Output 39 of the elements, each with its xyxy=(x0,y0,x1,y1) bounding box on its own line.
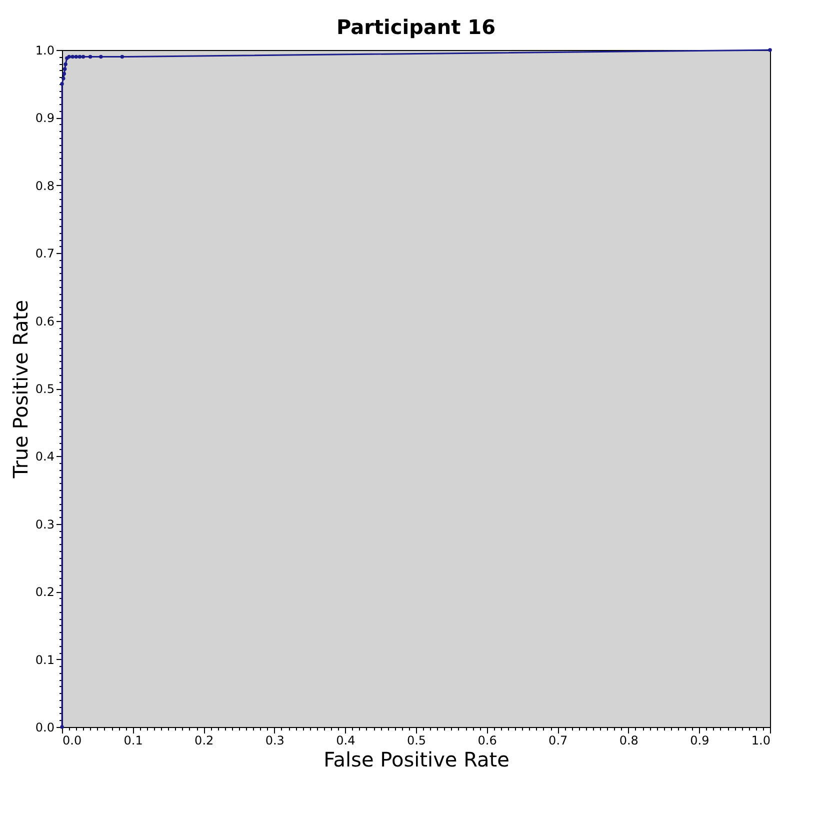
point xyxy=(62,76,66,80)
x-tick-label: 0.3 xyxy=(265,734,284,748)
y-tick-label: 0.6 xyxy=(35,314,54,328)
point xyxy=(88,54,92,59)
y-tick-label: 0.8 xyxy=(35,178,54,193)
y-tick-label: 0.3 xyxy=(35,517,54,532)
x-tick-label: 0.4 xyxy=(336,734,356,748)
point xyxy=(64,62,68,66)
point xyxy=(60,725,64,729)
point xyxy=(74,54,78,59)
x-tick-label: 0.5 xyxy=(406,734,426,748)
x-tick-label: 0.9 xyxy=(690,734,710,748)
point xyxy=(60,82,64,86)
x-tick-label: 0.0 xyxy=(62,734,82,748)
x-tick-label: 0.2 xyxy=(194,734,214,748)
y-tick-label: 0.5 xyxy=(35,382,54,396)
chart-title: Participant 16 xyxy=(336,15,496,39)
point xyxy=(62,67,67,71)
y-tick-label: 0.1 xyxy=(35,652,54,667)
point xyxy=(78,54,82,59)
point xyxy=(99,54,103,59)
y-tick-label: 0.4 xyxy=(35,450,54,464)
x-tick-label: 0.1 xyxy=(124,734,143,748)
point xyxy=(81,54,86,59)
y-axis-title: True Positive Rate xyxy=(8,300,32,480)
x-tick-label: 1.0 xyxy=(751,734,770,748)
point xyxy=(768,48,772,52)
x-tick-label: 0.8 xyxy=(619,734,638,748)
y-tick-label: 0.0 xyxy=(35,720,54,734)
y-tick-label: 0.7 xyxy=(35,246,54,261)
y-tick-label: 0.2 xyxy=(35,585,54,600)
y-tick-label: 0.9 xyxy=(35,111,54,126)
point xyxy=(70,54,74,59)
point xyxy=(120,54,124,59)
x-axis-title: False Positive Rate xyxy=(324,748,510,772)
x-tick-label: 0.6 xyxy=(478,734,497,748)
x-tick-label: 0.7 xyxy=(548,734,568,748)
point xyxy=(62,72,66,76)
y-tick-label: 1.0 xyxy=(35,44,54,58)
